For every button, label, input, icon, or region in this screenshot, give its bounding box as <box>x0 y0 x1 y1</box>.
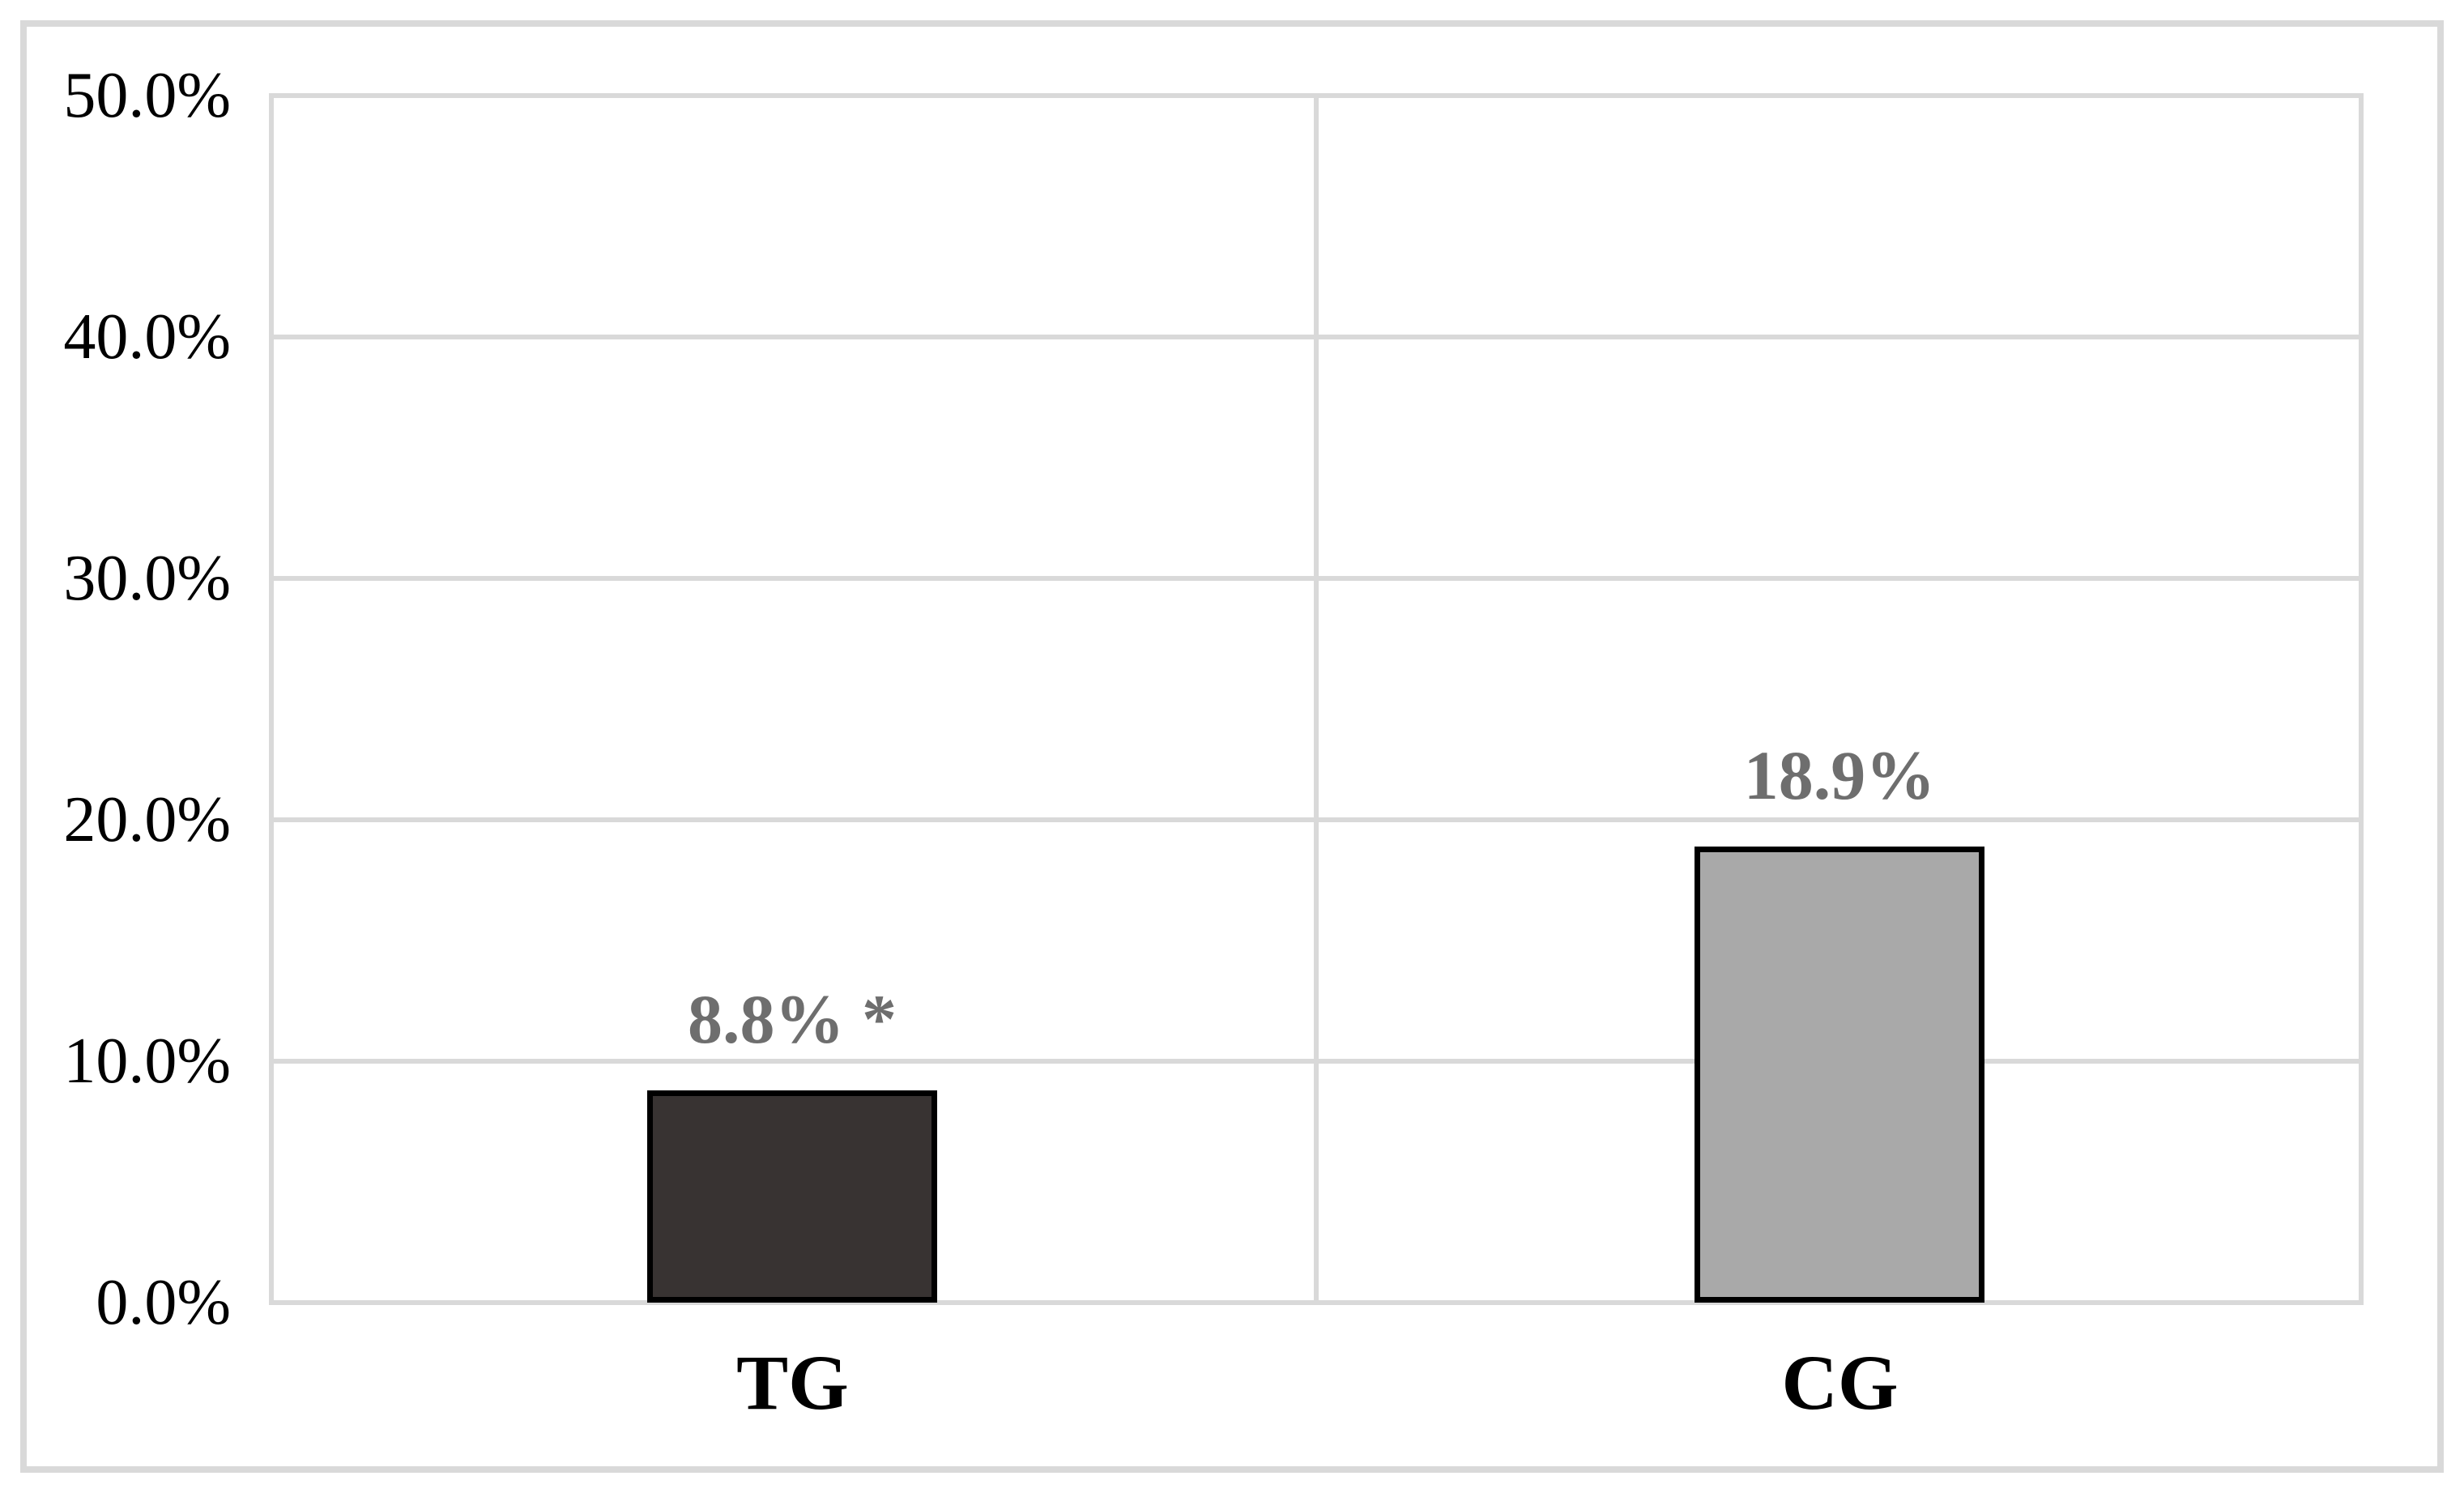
y-axis-tick-label-40: 40.0% <box>63 301 231 373</box>
y-axis-tick-label-30: 30.0% <box>63 543 231 614</box>
bar-value-label-cg: 18.9% <box>1743 736 1936 814</box>
y-axis-tick-label-20: 20.0% <box>63 784 231 855</box>
plot-right-border <box>2359 96 2364 1303</box>
gridline-baseline <box>269 1300 2364 1305</box>
y-axis-tick-label-50: 50.0% <box>63 60 231 131</box>
bar-value-label-tg: 8.8% * <box>688 979 897 1058</box>
y-axis-tick-label-10: 10.0% <box>63 1026 231 1097</box>
category-label-tg: TG <box>736 1339 849 1426</box>
plot-left-border <box>269 96 274 1303</box>
category-label-cg: CG <box>1781 1339 1899 1426</box>
y-axis-tick-label-0: 0.0% <box>96 1267 231 1338</box>
plot-area: 8.8% * 18.9% <box>269 93 2364 1305</box>
figure-border <box>20 20 2444 1473</box>
bar-cg[interactable] <box>1695 846 1984 1303</box>
column-divider-gridline <box>1314 96 1319 1303</box>
bar-tg[interactable] <box>647 1090 937 1303</box>
